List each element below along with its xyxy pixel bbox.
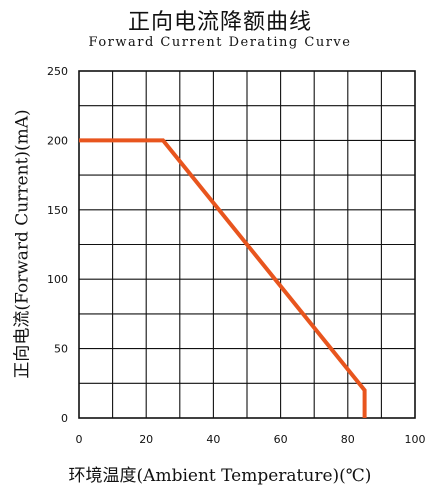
x-tick-label: 20 <box>139 433 153 446</box>
x-tick-labels: 0 20 40 60 80 100 <box>76 433 426 446</box>
series-line-derating <box>79 138 367 418</box>
y-tick-label: 250 <box>47 65 68 78</box>
x-tick-label: 60 <box>274 433 288 446</box>
y-axis-label: 正向电流(Forward Current)(mA) <box>12 109 33 379</box>
grid-lines <box>79 71 415 418</box>
y-tick-label: 0 <box>61 412 68 425</box>
x-tick-label: 80 <box>341 433 355 446</box>
plot-frame <box>78 70 416 419</box>
x-tick-label: 100 <box>405 433 426 446</box>
chart-title: 正向电流降额曲线 <box>127 10 312 35</box>
y-tick-label: 150 <box>47 204 68 217</box>
x-tick-label: 0 <box>76 433 83 446</box>
y-tick-label: 100 <box>47 273 68 286</box>
chart-subtitle: Forward Current Derating Curve <box>88 35 352 50</box>
y-tick-labels: 0 50 100 150 200 250 <box>47 65 68 425</box>
y-tick-label: 200 <box>47 134 68 147</box>
x-axis-label: 环境温度(Ambient Temperature)(℃) <box>68 466 372 486</box>
series-layer <box>79 138 367 418</box>
x-tick-label: 40 <box>206 433 220 446</box>
y-tick-label: 50 <box>54 343 68 356</box>
